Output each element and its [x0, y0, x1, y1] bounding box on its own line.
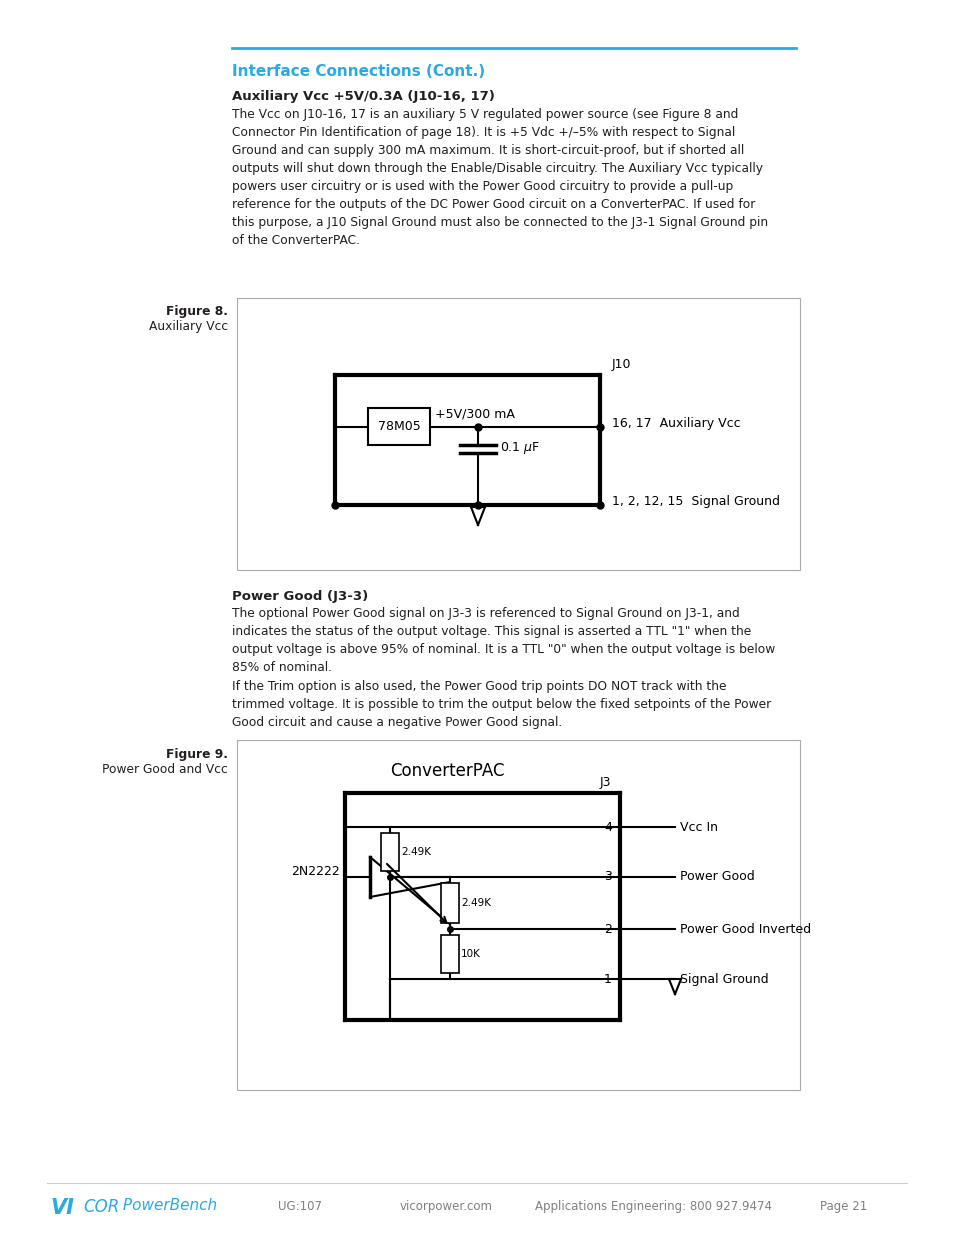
Text: 2: 2 — [603, 923, 612, 936]
Text: Power Good: Power Good — [679, 871, 754, 883]
Text: Interface Connections (Cont.): Interface Connections (Cont.) — [232, 64, 485, 79]
Text: Figure 9.: Figure 9. — [166, 748, 228, 761]
Text: 3: 3 — [603, 871, 612, 883]
Text: 10K: 10K — [460, 950, 480, 960]
Text: +5V/300 mA: +5V/300 mA — [435, 408, 515, 420]
Text: 1, 2, 12, 15  Signal Ground: 1, 2, 12, 15 Signal Ground — [612, 495, 780, 509]
Text: If the Trim option is also used, the Power Good trip points DO NOT track with th: If the Trim option is also used, the Pow… — [232, 680, 770, 729]
Text: PowerBench: PowerBench — [118, 1198, 217, 1213]
Text: Page 21: Page 21 — [820, 1200, 866, 1213]
Text: The optional Power Good signal on J3-3 is referenced to Signal Ground on J3-1, a: The optional Power Good signal on J3-3 i… — [232, 606, 775, 674]
Text: 2.49K: 2.49K — [460, 898, 491, 908]
Bar — [440, 883, 458, 923]
Text: 0.1 $\mu$F: 0.1 $\mu$F — [499, 441, 539, 457]
Text: 2.49K: 2.49K — [400, 847, 431, 857]
Text: Signal Ground: Signal Ground — [679, 973, 768, 986]
Text: 78M05: 78M05 — [377, 420, 420, 433]
Text: Vcc In: Vcc In — [679, 820, 718, 834]
Bar — [440, 935, 458, 973]
Text: Applications Engineering: 800 927.9474: Applications Engineering: 800 927.9474 — [535, 1200, 771, 1213]
Text: J10: J10 — [612, 358, 631, 370]
Text: vicorpower.com: vicorpower.com — [399, 1200, 493, 1213]
Text: Power Good (J3-3): Power Good (J3-3) — [232, 590, 368, 603]
Text: 2N2222: 2N2222 — [291, 866, 339, 878]
Text: 4: 4 — [603, 820, 612, 834]
Bar — [368, 408, 430, 445]
Text: Power Good and Vcc: Power Good and Vcc — [102, 763, 228, 776]
Text: ConverterPAC: ConverterPAC — [390, 762, 504, 781]
Bar — [380, 834, 398, 871]
Text: Figure 8.: Figure 8. — [166, 305, 228, 317]
Text: COR: COR — [83, 1198, 119, 1216]
Text: Power Good Inverted: Power Good Inverted — [679, 923, 810, 936]
Text: Auxiliary Vcc +5V/0.3A (J10-16, 17): Auxiliary Vcc +5V/0.3A (J10-16, 17) — [232, 90, 495, 103]
Text: UG:107: UG:107 — [277, 1200, 322, 1213]
Bar — [236, 740, 800, 1091]
Text: J3: J3 — [598, 776, 610, 789]
Text: The Vcc on J10-16, 17 is an auxiliary 5 V regulated power source (see Figure 8 a: The Vcc on J10-16, 17 is an auxiliary 5 … — [232, 107, 767, 247]
Text: Auxiliary Vcc: Auxiliary Vcc — [149, 320, 228, 333]
Text: 16, 17  Auxiliary Vcc: 16, 17 Auxiliary Vcc — [612, 417, 740, 430]
Text: VI: VI — [50, 1198, 73, 1218]
Text: 1: 1 — [603, 973, 612, 986]
Bar — [236, 298, 800, 571]
